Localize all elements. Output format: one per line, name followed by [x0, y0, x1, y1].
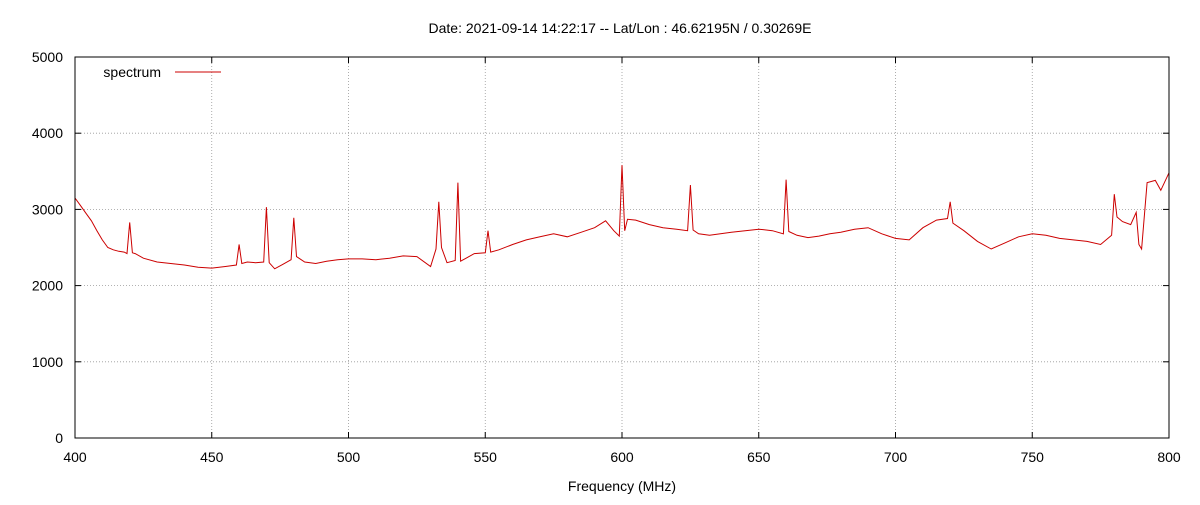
y-tick-label: 5000: [32, 49, 63, 65]
series-line-spectrum: [74, 165, 1170, 270]
y-tick-label: 1000: [32, 354, 63, 370]
chart-title: Date: 2021-09-14 14:22:17 -- Lat/Lon : 4…: [429, 20, 812, 36]
y-axis-ticks: 0 1000 2000 3000 4000 5000: [32, 49, 1169, 446]
series-layer: [74, 165, 1170, 270]
y-tick-label: 4000: [32, 125, 63, 141]
x-tick-label: 400: [63, 449, 87, 465]
x-tick-label: 800: [1157, 449, 1181, 465]
x-tick-label: 450: [200, 449, 224, 465]
y-tick-label: 3000: [32, 201, 63, 217]
x-tick-label: 700: [884, 449, 908, 465]
y-tick-label: 0: [55, 430, 63, 446]
x-axis-ticks: 400 450 500 550 600 650 700 750 800: [63, 57, 1181, 465]
x-axis-label: Frequency (MHz): [568, 478, 676, 494]
legend: spectrum: [103, 64, 221, 80]
plot-frame: [74, 56, 1170, 439]
y-tick-label: 2000: [32, 278, 63, 294]
x-tick-label: 650: [747, 449, 771, 465]
x-tick-label: 550: [474, 449, 498, 465]
legend-label: spectrum: [103, 64, 161, 80]
x-tick-label: 600: [610, 449, 634, 465]
grid-lines: [75, 57, 1169, 438]
x-tick-label: 500: [337, 449, 361, 465]
x-tick-label: 750: [1021, 449, 1045, 465]
